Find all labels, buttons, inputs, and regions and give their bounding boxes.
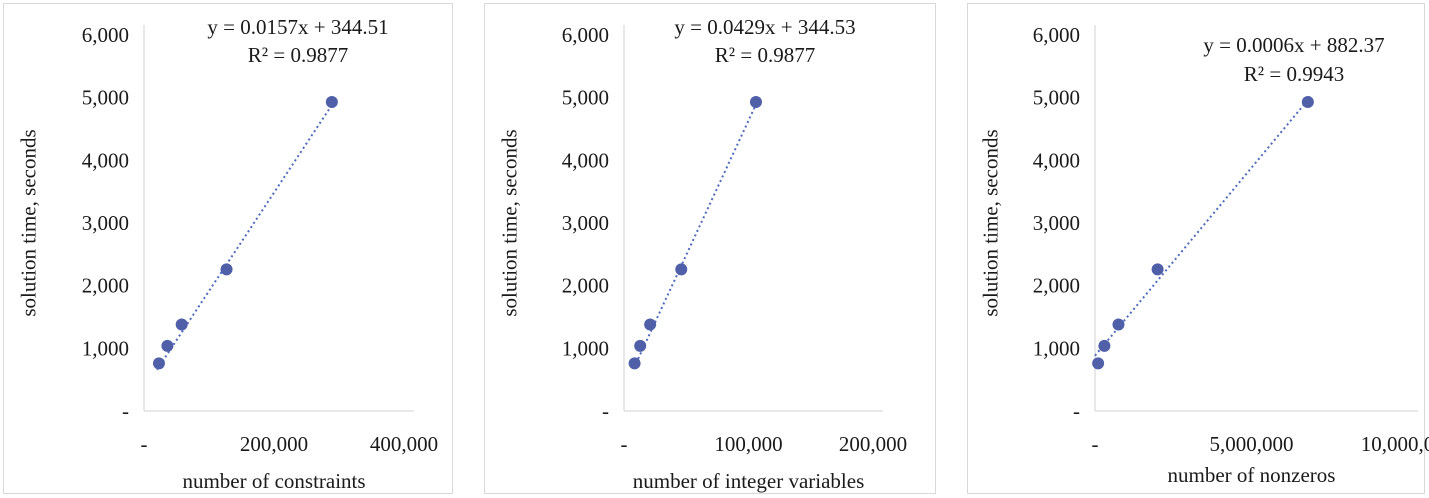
y-tick-label: 5,000 xyxy=(82,86,129,110)
x-tick-label: 200,000 xyxy=(240,432,308,456)
chart-panel-integer-variables: - 1,000 2,000 3,000 4,000 5,000 6,000 - 100,000 2… xyxy=(484,3,936,494)
x-tick-label: 5,000,000 xyxy=(1210,432,1294,456)
y-tick-label: 4,000 xyxy=(82,148,129,172)
x-tick-label: - xyxy=(1092,432,1099,456)
y-tick-label: 5,000 xyxy=(1033,86,1080,110)
y-tick-label: - xyxy=(1073,399,1080,423)
x-tick-label: 100,000 xyxy=(714,432,782,456)
y-tick-label: 4,000 xyxy=(562,148,609,172)
trendline xyxy=(1094,95,1312,357)
trendline-equation: y = 0.0429x + 344.53 xyxy=(674,15,855,39)
trendline xyxy=(633,101,759,369)
data-point xyxy=(644,318,657,331)
data-point xyxy=(152,357,165,370)
data-point xyxy=(325,96,338,109)
scatter-chart-constraints: - 1,000 2,000 3,000 4,000 5,000 6,000 - 200,000 4… xyxy=(16,15,438,493)
y-tick-label: 1,000 xyxy=(1033,336,1080,360)
y-tick-label: - xyxy=(122,399,129,423)
data-point xyxy=(1092,357,1105,370)
data-point xyxy=(175,318,188,331)
y-tick-label: 2,000 xyxy=(1033,274,1080,298)
chart-panel-constraints: - 1,000 2,000 3,000 4,000 5,000 6,000 - 200,000 4… xyxy=(3,3,453,494)
x-tick-label: - xyxy=(141,432,148,456)
y-tick-label: 3,000 xyxy=(82,211,129,235)
x-tick-label: - xyxy=(621,432,628,456)
y-tick-label: 1,000 xyxy=(562,336,609,360)
trendline-r-squared: R² = 0.9943 xyxy=(1244,62,1344,86)
y-axis-label: solution time, seconds xyxy=(497,129,521,316)
y-tick-label: 5,000 xyxy=(562,86,609,110)
data-point xyxy=(1112,318,1125,331)
trendline-equation: y = 0.0006x + 882.37 xyxy=(1203,33,1384,57)
scatter-chart-integer-variables: - 1,000 2,000 3,000 4,000 5,000 6,000 - 100,000 2… xyxy=(497,15,907,493)
data-point xyxy=(749,96,762,109)
data-point xyxy=(634,339,647,352)
y-axis-label: solution time, seconds xyxy=(16,129,40,316)
y-tick-label: 6,000 xyxy=(1033,23,1080,47)
data-point xyxy=(675,263,688,276)
x-axis-label: number of constraints xyxy=(182,469,365,493)
y-tick-label: 4,000 xyxy=(1033,148,1080,172)
x-axis-label: number of integer variables xyxy=(633,469,865,493)
y-tick-label: - xyxy=(602,399,609,423)
data-point xyxy=(1151,263,1164,276)
x-tick-label: 10,000,000 xyxy=(1361,432,1429,456)
data-point xyxy=(628,357,641,370)
chart-panel-nonzeros: - 1,000 2,000 3,000 4,000 5,000 6,000 - 5,000,00… xyxy=(967,3,1429,494)
trendline-equation: y = 0.0157x + 344.51 xyxy=(207,15,388,39)
data-point xyxy=(220,263,233,276)
y-tick-label: 3,000 xyxy=(562,211,609,235)
scatter-chart-nonzeros: - 1,000 2,000 3,000 4,000 5,000 6,000 - 5,000,00… xyxy=(978,23,1429,487)
y-tick-label: 6,000 xyxy=(82,23,129,47)
y-tick-label: 6,000 xyxy=(562,23,609,47)
trendline xyxy=(156,103,334,371)
trendline-r-squared: R² = 0.9877 xyxy=(715,43,815,67)
y-tick-label: 3,000 xyxy=(1033,211,1080,235)
y-tick-label: 2,000 xyxy=(562,274,609,298)
y-tick-label: 2,000 xyxy=(82,274,129,298)
data-point xyxy=(161,339,174,352)
y-axis-label: solution time, seconds xyxy=(978,129,1002,316)
x-tick-label: 200,000 xyxy=(839,432,907,456)
trendline-r-squared: R² = 0.9877 xyxy=(248,43,348,67)
y-tick-label: 1,000 xyxy=(82,336,129,360)
x-axis-label: number of nonzeros xyxy=(1168,463,1336,487)
x-tick-label: 400,000 xyxy=(370,432,438,456)
data-point xyxy=(1301,96,1314,109)
data-point xyxy=(1098,339,1111,352)
